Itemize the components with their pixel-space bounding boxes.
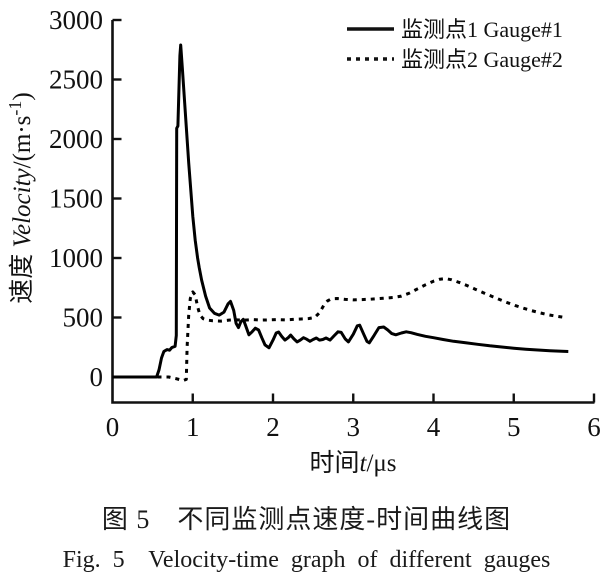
x-tick-label: 1 <box>186 412 200 442</box>
caption-cn: 图 5 不同监测点速度-时间曲线图 <box>101 505 512 534</box>
legend-label-gauge2: 监测点2 Gauge#2 <box>401 47 563 72</box>
x-tick-label: 3 <box>347 412 361 442</box>
y-tick-label: 3000 <box>49 5 103 35</box>
y-tick-label: 1500 <box>49 184 103 214</box>
curve-gauge2 <box>112 277 566 383</box>
svg-text:速度 Velocity/(m·s-1): 速度 Velocity/(m·s-1) <box>5 92 36 304</box>
x-axis-label: 时间t/μs <box>309 449 396 477</box>
y-tick-label: 0 <box>90 362 104 392</box>
y-tick-label: 2000 <box>49 124 103 154</box>
y-axis-label: 速度 Velocity/(m·s-1) <box>5 92 36 304</box>
y-tick-label: 1000 <box>49 243 103 273</box>
x-tick-label: 2 <box>266 412 280 442</box>
axis-lines <box>111 20 595 404</box>
caption-en: Fig. 5 Velocity-time graph of different … <box>62 547 551 573</box>
x-tick-label: 4 <box>427 412 441 442</box>
legend: 监测点1 Gauge#1 监测点2 Gauge#2 <box>347 17 563 72</box>
x-tick-label: 6 <box>587 412 601 442</box>
velocity-time-chart: 0 500 1000 1500 2000 2500 3000 0 1 2 3 4 5 6 监测点1 Gau… <box>5 5 601 477</box>
x-tick-label: 0 <box>106 412 120 442</box>
y-tick-label: 500 <box>63 303 104 333</box>
legend-label-gauge1: 监测点1 Gauge#1 <box>401 17 563 42</box>
y-tick-label: 2500 <box>49 65 103 95</box>
curve-gauge1 <box>112 43 569 379</box>
x-tick-label: 5 <box>507 412 521 442</box>
